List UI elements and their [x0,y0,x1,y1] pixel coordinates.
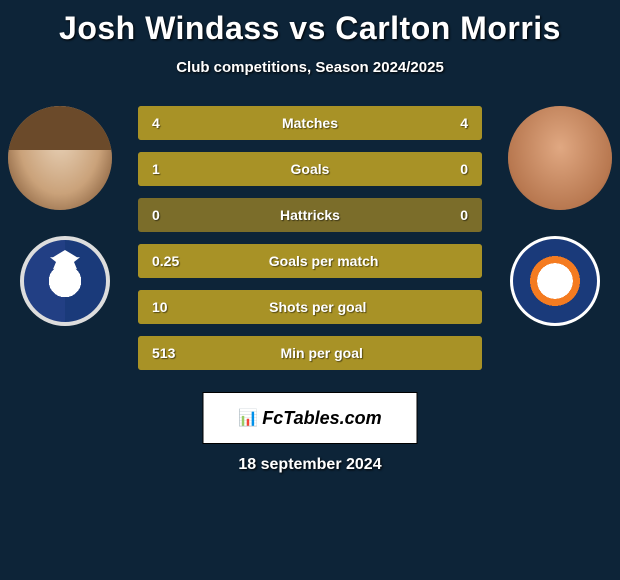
stat-value-left: 513 [138,345,189,361]
stat-value-left: 4 [138,115,174,131]
stat-value-left: 1 [138,161,174,177]
stat-value-right: 0 [446,207,482,223]
stat-label: Goals [174,161,446,177]
date-label: 18 september 2024 [0,456,620,474]
player-right-avatar [508,106,612,210]
source-logo-text: FcTables.com [262,408,381,429]
stat-row: 1Goals0 [138,152,482,186]
stat-row: 513Min per goal [138,336,482,370]
stat-value-right: 0 [446,161,482,177]
stat-label: Shots per goal [182,299,454,315]
stat-row: 4Matches4 [138,106,482,140]
page-title: Josh Windass vs Carlton Morris [0,0,620,47]
stat-value-left: 0 [138,207,174,223]
stat-row: 0.25Goals per match [138,244,482,278]
stat-value-left: 10 [138,299,182,315]
stat-row: 10Shots per goal [138,290,482,324]
stat-label: Matches [174,115,446,131]
subtitle: Club competitions, Season 2024/2025 [0,59,620,76]
stat-bars: 4Matches41Goals00Hattricks00.25Goals per… [138,106,482,382]
comparison-panel: 4Matches41Goals00Hattricks00.25Goals per… [0,106,620,386]
stat-label: Goals per match [193,253,454,269]
club-left-badge [20,236,110,326]
stat-value-left: 0.25 [138,253,193,269]
source-logo: 📊 FcTables.com [203,392,418,444]
club-right-badge [510,236,600,326]
face-placeholder [508,106,612,210]
chart-icon: 📊 [238,408,258,428]
stat-row: 0Hattricks0 [138,198,482,232]
stat-label: Min per goal [189,345,454,361]
stat-label: Hattricks [174,207,446,223]
stat-value-right: 4 [446,115,482,131]
player-left-avatar [8,106,112,210]
